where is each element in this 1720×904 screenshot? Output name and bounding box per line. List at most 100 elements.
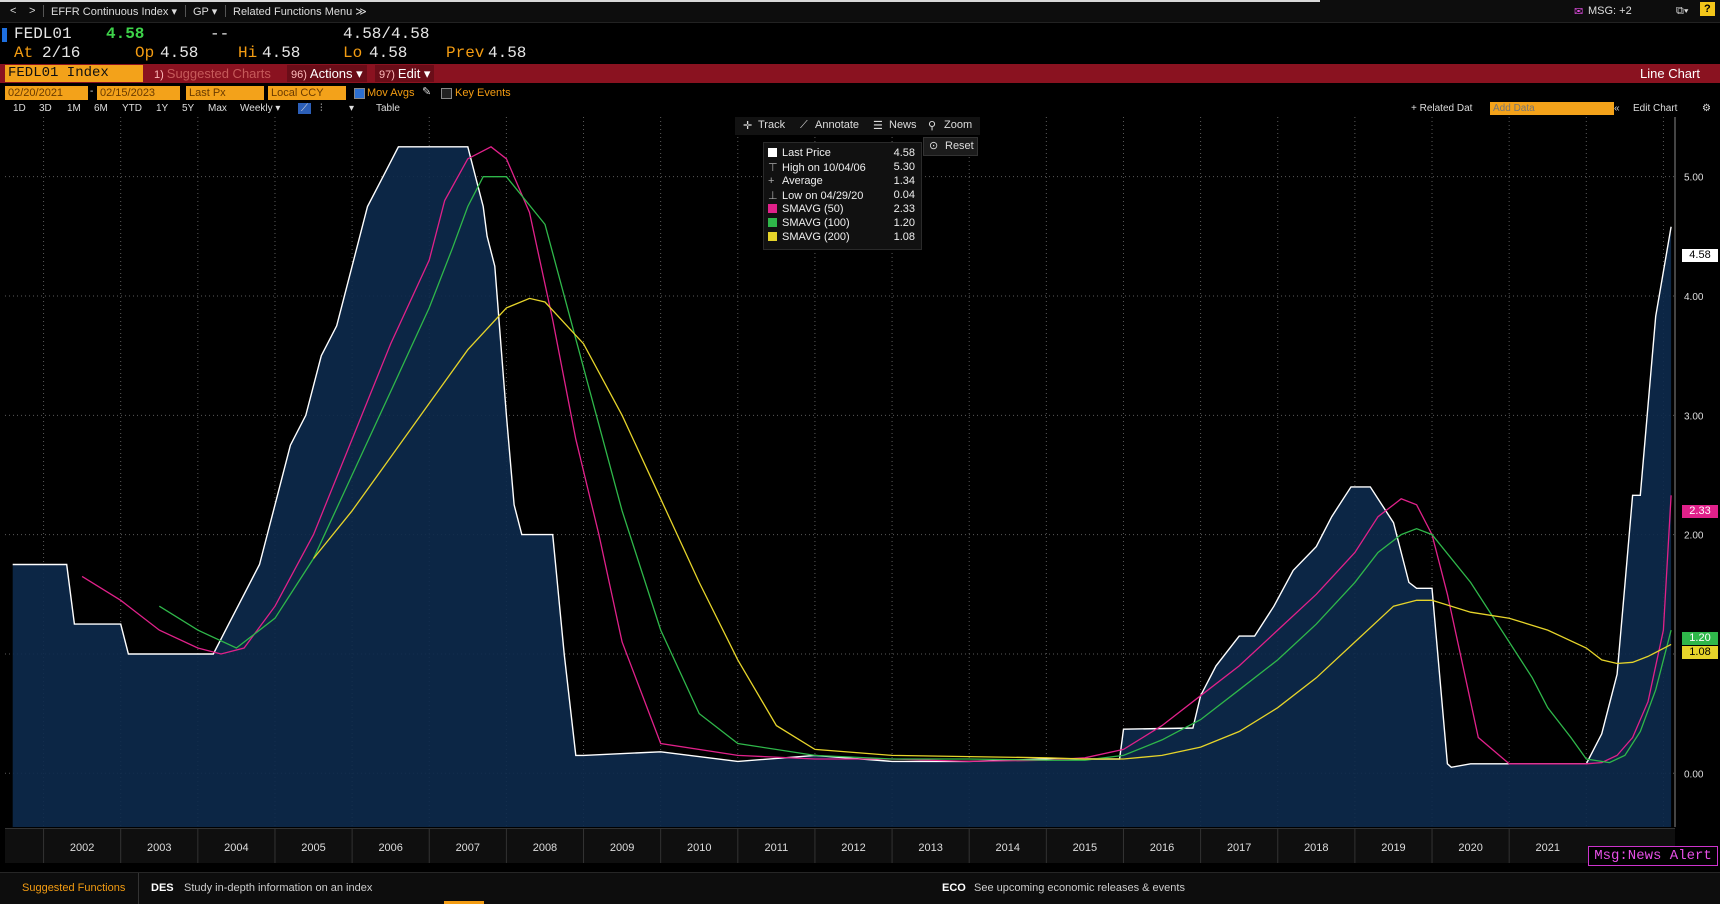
bar-chart-icon[interactable]: ⫶ <box>320 103 323 114</box>
reset-icon: ⊙ <box>929 140 939 152</box>
legend-label: Last Price <box>782 147 831 159</box>
date-separator: - <box>90 86 94 97</box>
range-1d[interactable]: 1D <box>13 103 26 114</box>
track-button[interactable]: Track <box>758 119 786 131</box>
ticker-symbol: FEDL01 <box>14 25 72 43</box>
chart-toolbar: ✛ Track ⟋ Annotate ☰ News ⚲ Zoom <box>735 117 980 135</box>
des-code[interactable]: DES <box>151 882 174 894</box>
edit-label: Edit ▾ <box>397 66 431 81</box>
add-data-input[interactable] <box>1490 102 1614 115</box>
y-tick-label: 3.00 <box>1684 411 1704 422</box>
back-button[interactable]: < <box>10 5 17 17</box>
legend-label: SMAVG (100) <box>782 217 850 229</box>
annotate-icon[interactable]: ⟋ <box>800 119 808 131</box>
range-ytd[interactable]: YTD <box>122 103 142 114</box>
table-button[interactable]: Table <box>376 103 400 114</box>
line-chart-icon[interactable]: ⟋ <box>298 103 311 114</box>
edit-chart-button[interactable]: Edit Chart <box>1633 103 1678 114</box>
x-tick-label: 2021 <box>1535 842 1559 854</box>
x-tick-label: 2006 <box>378 842 402 854</box>
related-functions-menu[interactable]: Related Functions Menu ≫ <box>233 6 367 18</box>
chart-legend[interactable]: Last Price 4.58 ⊤ High on 10/04/06 5.30 +… <box>763 142 922 250</box>
track-icon[interactable]: ✛ <box>743 120 753 132</box>
moving-average-line <box>312 297 1672 760</box>
eco-description[interactable]: See upcoming economic releases & events <box>974 882 1185 894</box>
legend-sma50: SMAVG (50) <box>768 203 844 215</box>
sma100-swatch <box>768 218 777 227</box>
key-events-checkbox[interactable] <box>441 88 452 99</box>
high-label: Hi <box>238 44 258 62</box>
security-menu[interactable]: EFFR Continuous Index ▾ <box>51 6 177 18</box>
range-max[interactable]: Max <box>208 103 227 114</box>
average-marker-icon: + <box>768 175 775 187</box>
net-change: -- <box>210 25 230 43</box>
window-icon[interactable]: ⧉▾ <box>1676 5 1689 17</box>
divider <box>138 873 139 904</box>
x-tick-label: 2014 <box>996 842 1020 854</box>
x-tick-label: 2020 <box>1458 842 1482 854</box>
suggested-charts-button[interactable]: 1) Suggested Charts <box>154 66 271 81</box>
zoom-button[interactable]: Zoom <box>944 119 973 131</box>
legend-label: Average <box>782 175 823 187</box>
currency-select[interactable]: Local CCY <box>268 86 346 100</box>
low-marker-icon: ⊥ <box>768 190 778 202</box>
top-nav: < > EFFR Continuous Index ▾ GP ▾ Related… <box>0 0 1720 23</box>
x-tick-label: 2016 <box>1150 842 1174 854</box>
annotate-button[interactable]: Annotate <box>815 119 860 131</box>
range-6m[interactable]: 6M <box>94 103 108 114</box>
edit-menu[interactable]: 97) Edit ▾ <box>375 65 435 82</box>
news-alert[interactable]: Msg:News Alert <box>1588 846 1718 866</box>
suggested-functions[interactable]: Suggested Functions <box>22 882 126 894</box>
forward-button[interactable]: > <box>29 5 36 17</box>
reset-label: Reset <box>945 140 974 152</box>
legend-label: SMAVG (200) <box>782 231 850 243</box>
x-axis-bar: 2002 2003 2004 2005 2006 2007 2008 2009 2010 2011… <box>5 828 1675 863</box>
reset-button[interactable]: ⊙ Reset <box>923 137 978 156</box>
legend-high: ⊤ High on 10/04/06 <box>768 161 866 174</box>
related-data-button[interactable]: + Related Dat <box>1411 103 1473 114</box>
x-tick-label: 2009 <box>610 842 634 854</box>
actions-menu[interactable]: 96) Actions ▾ <box>287 65 367 82</box>
actions-label: Actions ▾ <box>309 66 363 81</box>
nav-separator <box>185 5 186 17</box>
frequency-select[interactable]: Weekly ▾ <box>240 103 281 114</box>
range-1m[interactable]: 1M <box>67 103 81 114</box>
settings-icon[interactable]: ⚙ <box>1702 103 1711 114</box>
eco-code[interactable]: ECO <box>942 882 966 894</box>
legend-label: SMAVG (50) <box>782 203 844 215</box>
mail-icon[interactable]: ✉ <box>1574 6 1584 18</box>
security-field[interactable]: FEDL01 Index <box>5 65 143 82</box>
x-tick-label: 2018 <box>1304 842 1328 854</box>
last-price-tag: 4.58 <box>1682 249 1718 262</box>
range-3d[interactable]: 3D <box>39 103 52 114</box>
news-button[interactable]: News <box>889 119 917 131</box>
pencil-icon[interactable]: ✎ <box>422 86 432 98</box>
news-icon[interactable]: ☰ <box>873 120 883 132</box>
sma200-swatch <box>768 232 777 241</box>
ticker-marker <box>2 28 7 42</box>
legend-value: 2.33 <box>893 203 915 215</box>
more-icon[interactable]: ▾ <box>349 103 355 114</box>
sma100-tag: 1.20 <box>1682 632 1718 645</box>
open-value: 4.58 <box>160 44 199 62</box>
help-button[interactable]: ? <box>1700 2 1715 16</box>
legend-label: High on 10/04/06 <box>782 162 866 174</box>
zoom-icon[interactable]: ⚲ <box>928 120 937 132</box>
end-date-field[interactable]: 02/15/2023 <box>97 86 180 100</box>
start-date-field[interactable]: 02/20/2021 <box>5 86 88 100</box>
field-select[interactable]: Last Px <box>186 86 264 100</box>
chart-type-label[interactable]: Line Chart <box>1640 66 1700 81</box>
nav-separator <box>43 5 44 17</box>
msg-indicator[interactable]: MSG: +2 <box>1588 5 1632 17</box>
x-tick-label: 2011 <box>765 842 789 854</box>
range-5y[interactable]: 5Y <box>182 103 195 114</box>
range-1y[interactable]: 1Y <box>156 103 169 114</box>
des-description[interactable]: Study in-depth information on an index <box>184 882 373 894</box>
mov-avgs-checkbox[interactable] <box>354 88 365 99</box>
moving-average-line <box>158 176 1672 764</box>
actions-num: 96) <box>291 69 307 81</box>
collapse-icon[interactable]: « <box>1614 103 1620 114</box>
bottom-bar: Suggested Functions DES Study in-depth i… <box>0 872 1720 904</box>
prev-value: 4.58 <box>488 44 527 62</box>
gp-menu[interactable]: GP ▾ <box>193 6 218 18</box>
